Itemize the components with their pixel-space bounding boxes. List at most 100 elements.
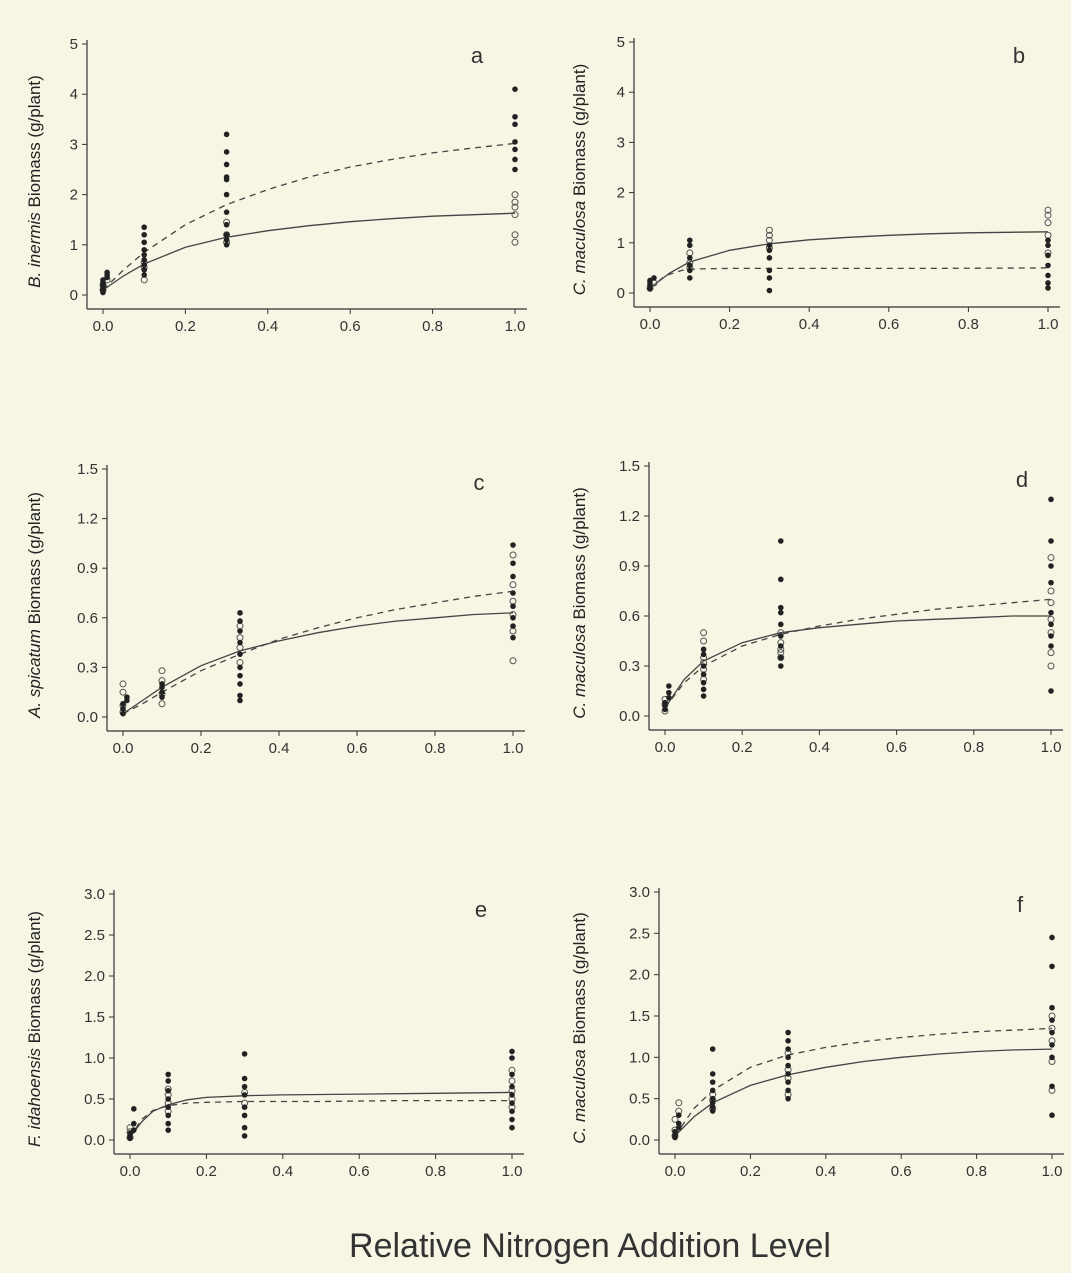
y-tick-label: 1.5 bbox=[77, 461, 98, 478]
data-point-filled bbox=[159, 681, 165, 687]
data-point-filled bbox=[778, 621, 784, 628]
data-point-filled bbox=[766, 255, 773, 261]
data-point-filled bbox=[141, 231, 147, 238]
data-point-filled bbox=[131, 1120, 137, 1127]
y-tick-label: 1.5 bbox=[84, 1009, 105, 1026]
data-point-filled bbox=[709, 1100, 716, 1106]
data-point-filled bbox=[237, 639, 243, 646]
data-point-filled bbox=[1049, 1029, 1055, 1036]
data-point-filled bbox=[1045, 237, 1051, 244]
data-point-open bbox=[700, 629, 708, 637]
x-tick-label: 0.2 bbox=[732, 739, 753, 756]
data-point-filled bbox=[672, 1128, 678, 1135]
data-point-filled bbox=[766, 242, 773, 249]
x-tick-label: 0.8 bbox=[958, 316, 979, 333]
data-point-filled bbox=[766, 267, 773, 274]
y-tick-label: 1 bbox=[617, 235, 625, 252]
data-point-filled bbox=[1049, 1017, 1055, 1023]
data-point-filled bbox=[237, 664, 243, 671]
data-point-filled bbox=[666, 689, 672, 696]
data-point-filled bbox=[237, 628, 243, 634]
data-point-filled bbox=[766, 275, 773, 281]
data-point-filled bbox=[237, 697, 243, 704]
data-point-filled bbox=[662, 699, 668, 706]
data-point-open bbox=[765, 231, 773, 239]
data-point-filled bbox=[1049, 934, 1055, 941]
data-point-filled bbox=[100, 277, 106, 283]
data-point-filled bbox=[1048, 538, 1054, 544]
y-axis-title: B. inermis Biomass (g/plant) bbox=[25, 75, 44, 288]
y-axis-title-rest: Biomass (g/plant) bbox=[570, 912, 589, 1049]
y-tick-label: 5 bbox=[617, 34, 625, 51]
data-point-filled bbox=[159, 694, 165, 700]
data-point-filled bbox=[687, 242, 693, 249]
y-tick-label: 1.0 bbox=[629, 1049, 650, 1066]
data-point-filled bbox=[675, 1112, 682, 1118]
y-tick-label: 0.0 bbox=[77, 709, 98, 726]
data-point-filled bbox=[778, 654, 784, 661]
data-point-filled bbox=[127, 1130, 133, 1137]
data-point-filled bbox=[141, 257, 147, 263]
data-point-filled bbox=[223, 161, 230, 168]
y-axis-title-species: C. maculosa bbox=[570, 624, 589, 718]
y-tick-label: 0.5 bbox=[84, 1091, 105, 1108]
y-tick-label: 1.0 bbox=[84, 1050, 105, 1067]
panels-group: 0 1 2 3 4 5 0.0 0.2 0.4 0.6 0.8 1.0 a B. inermis Biom… bbox=[25, 34, 1064, 1180]
data-point-filled bbox=[237, 681, 243, 687]
data-point-filled bbox=[1048, 563, 1054, 569]
data-point-filled bbox=[1048, 621, 1054, 628]
panel-f: 0.0 0.5 1.0 1.5 2.0 2.5 3.0 0.0 0.2 0.4 0.6 0.8 1.0 f… bbox=[570, 884, 1064, 1180]
fit-curve-solid bbox=[102, 212, 516, 291]
data-point-open bbox=[765, 226, 773, 234]
data-point-filled bbox=[1045, 280, 1051, 286]
data-point-filled bbox=[709, 1108, 716, 1114]
x-tick-label: 0.4 bbox=[799, 316, 820, 333]
data-point-filled bbox=[778, 604, 784, 611]
data-point-filled bbox=[1045, 252, 1051, 259]
data-point-filled bbox=[700, 671, 707, 678]
data-point-filled bbox=[1049, 1004, 1055, 1011]
y-tick-label: 0.3 bbox=[619, 658, 640, 675]
x-tick-label: 0.4 bbox=[272, 1163, 293, 1180]
data-point-open bbox=[1044, 219, 1052, 227]
data-point-open bbox=[675, 1099, 683, 1107]
x-tick-label: 0.0 bbox=[665, 1163, 686, 1180]
x-tick-label: 0.2 bbox=[719, 316, 740, 333]
x-tick-label: 0.2 bbox=[740, 1163, 761, 1180]
fit-curve-dashed bbox=[674, 1027, 1053, 1137]
data-point-filled bbox=[778, 576, 784, 583]
data-point-open bbox=[140, 276, 148, 284]
data-point-filled bbox=[141, 239, 147, 246]
y-tick-label: 5 bbox=[70, 36, 78, 53]
panel-letter: f bbox=[1017, 892, 1024, 917]
y-tick-label: 1.5 bbox=[629, 1008, 650, 1025]
data-point-filled bbox=[785, 1038, 791, 1044]
panel-letter: d bbox=[1016, 467, 1028, 492]
fit-curve-solid bbox=[122, 612, 514, 715]
data-point-filled bbox=[687, 262, 693, 269]
y-tick-label: 0.0 bbox=[629, 1132, 650, 1149]
fit-curve-solid bbox=[129, 1091, 513, 1138]
data-point-filled bbox=[709, 1079, 716, 1085]
data-point-filled bbox=[512, 166, 518, 173]
data-point-filled bbox=[709, 1071, 716, 1077]
data-point-filled bbox=[165, 1071, 171, 1078]
panel-letter: a bbox=[471, 43, 484, 68]
data-point-open bbox=[119, 680, 127, 688]
data-point-filled bbox=[778, 643, 784, 649]
data-point-filled bbox=[510, 590, 516, 596]
data-point-open bbox=[1047, 615, 1055, 623]
data-point-filled bbox=[241, 1133, 248, 1139]
data-point-filled bbox=[509, 1124, 515, 1131]
data-point-filled bbox=[131, 1127, 137, 1133]
x-tick-label: 0.8 bbox=[963, 739, 984, 756]
y-axis-title-species: A. spicatum bbox=[25, 629, 44, 719]
data-point-open bbox=[509, 581, 517, 589]
fit-curve-dashed bbox=[664, 598, 1052, 709]
y-tick-label: 2.5 bbox=[629, 925, 650, 942]
data-point-filled bbox=[223, 221, 230, 228]
y-tick-label: 0.0 bbox=[84, 1132, 105, 1149]
y-tick-label: 1.2 bbox=[619, 508, 640, 525]
panel-letter: c bbox=[474, 470, 485, 495]
data-point-filled bbox=[237, 672, 243, 679]
